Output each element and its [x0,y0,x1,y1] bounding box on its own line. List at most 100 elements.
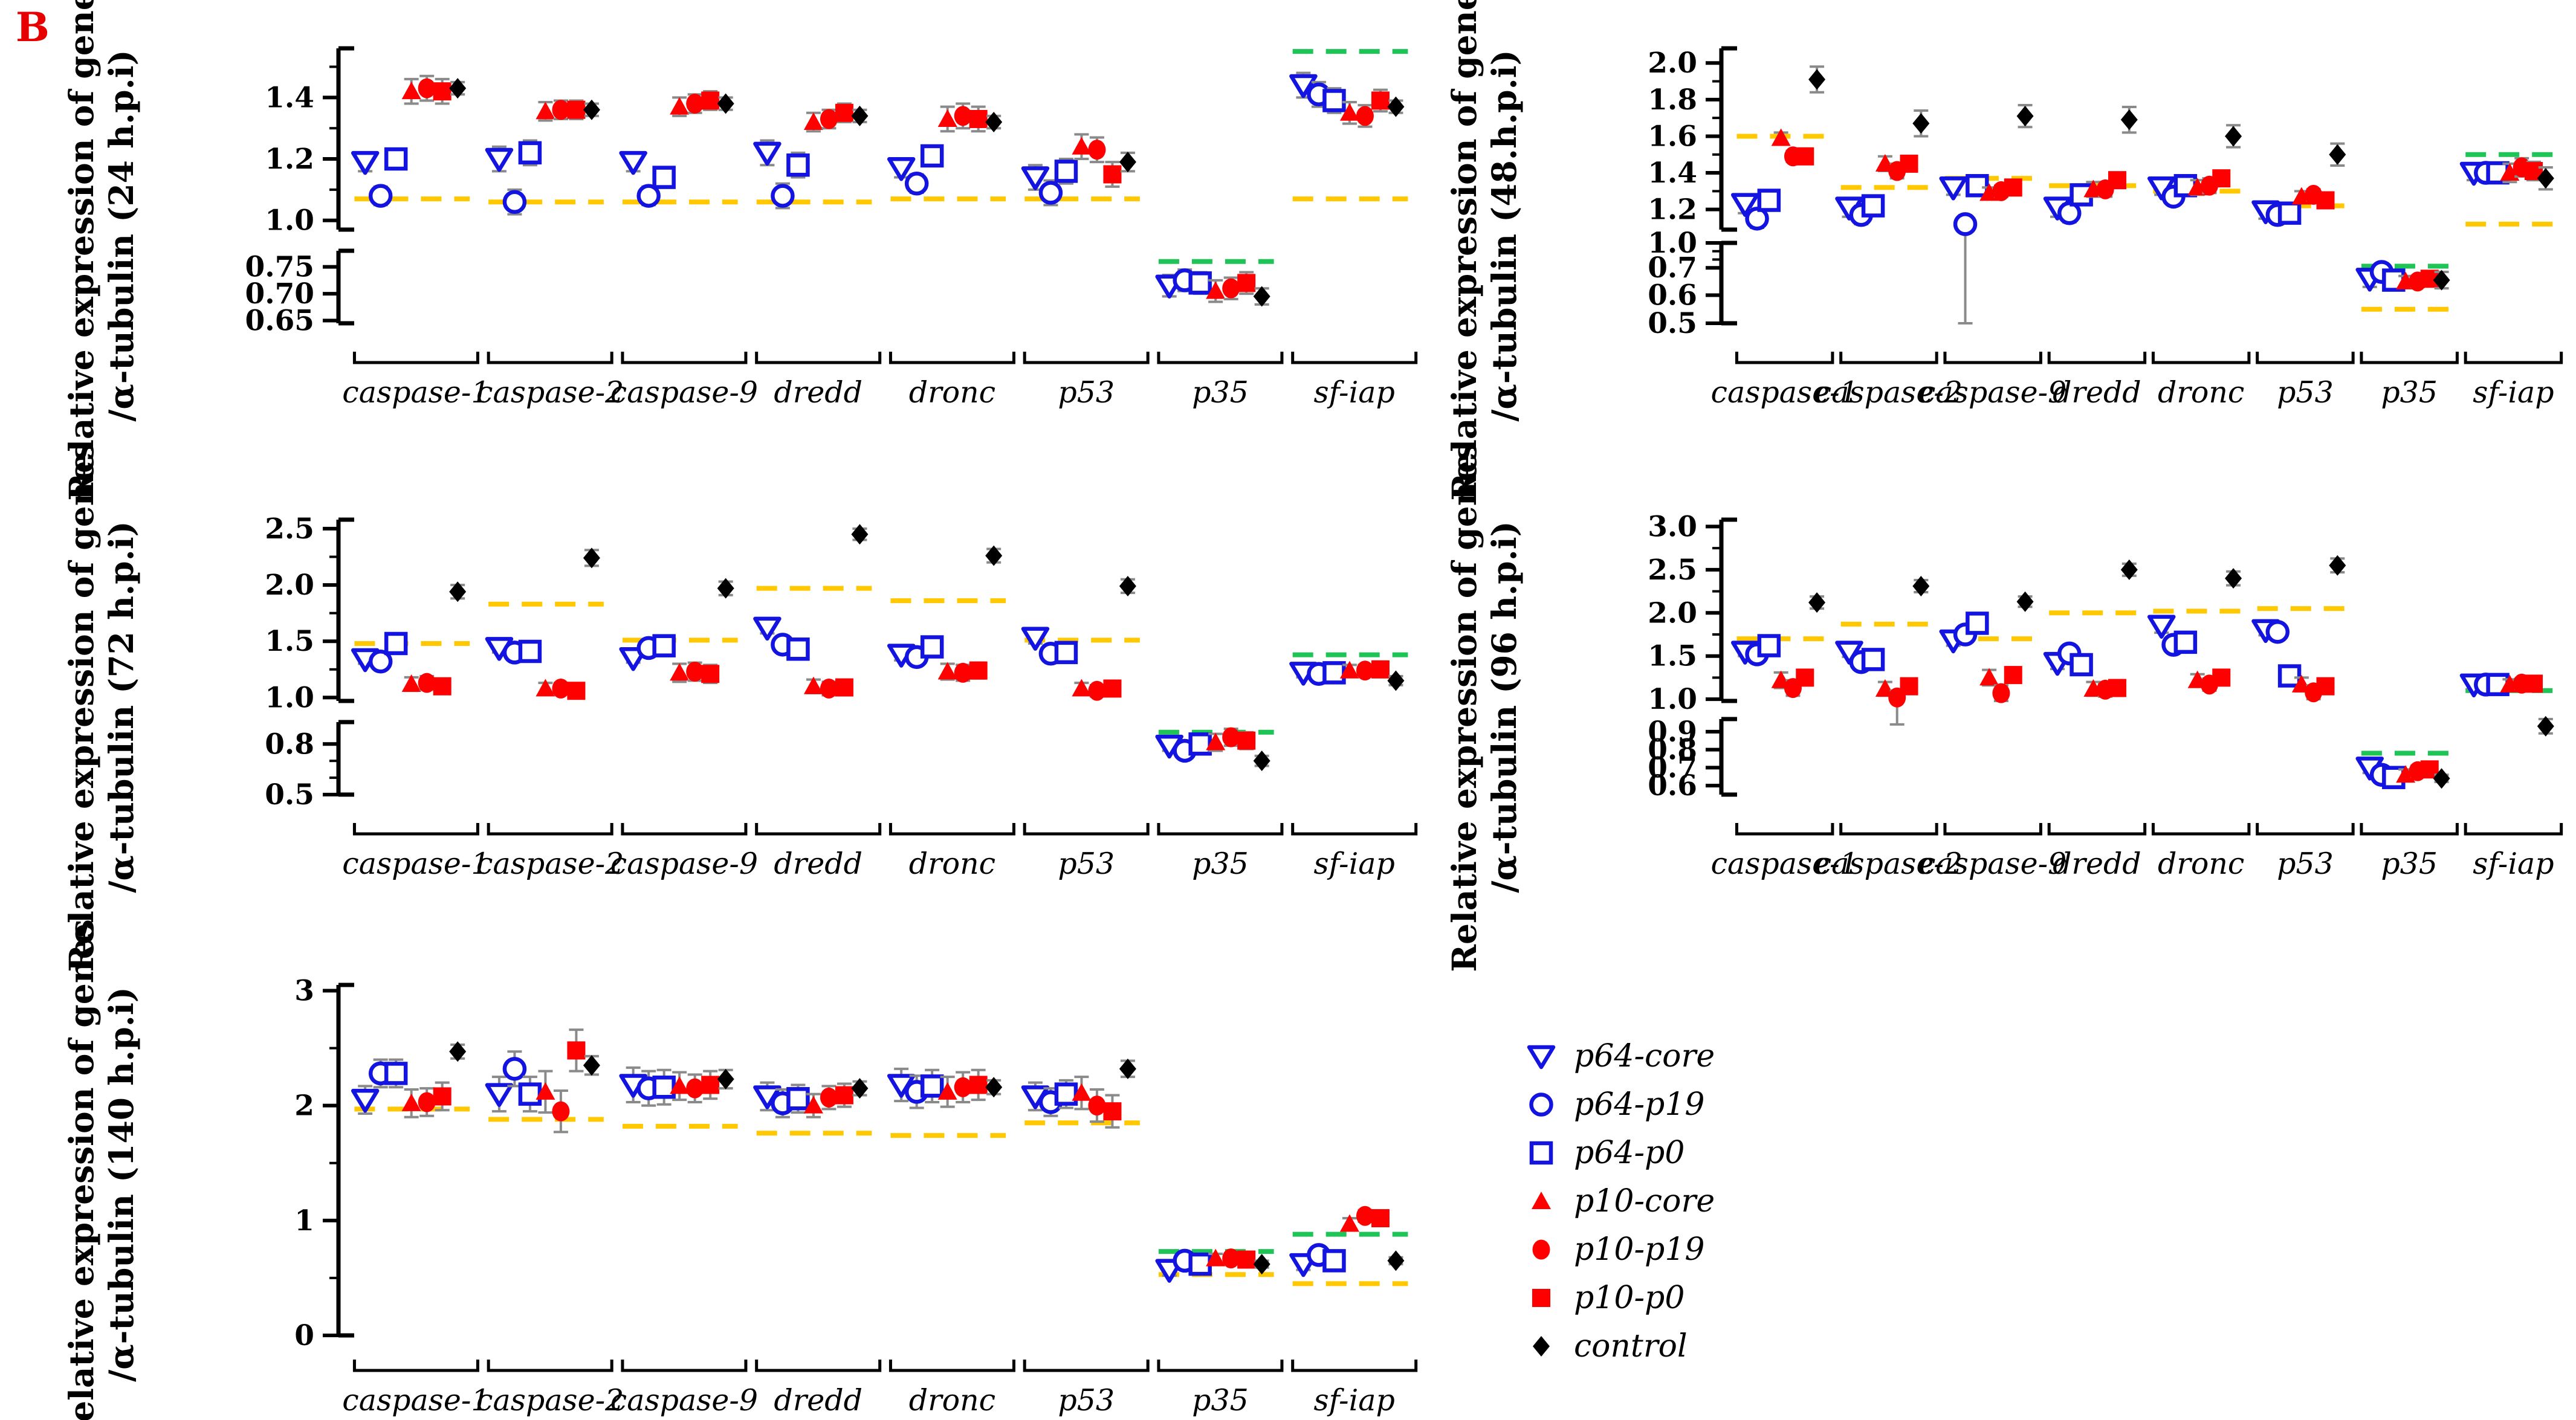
gene-label: dronc [909,375,995,410]
marker-filled-square [835,103,853,122]
tick-label: 1.2 [1648,193,1697,227]
marker-filled-circle [1222,278,1240,299]
y-axis: 2.01.81.6 1.41.21.00.70.60.5 [1648,46,1737,340]
tick-label: 1.0 [265,204,314,237]
marker-open-triangle-down [619,150,647,175]
group-bracket [2047,352,2147,364]
marker-filled-square [835,678,853,697]
marker-open-triangle-down [485,1083,514,1107]
group-bracket [1943,823,2042,836]
group-bracket [888,1360,1015,1372]
marker-open-square [786,637,810,661]
gene-group-p35: p35 [2355,750,2459,881]
marker-filled-circle [954,1077,972,1097]
marker-open-square [1861,194,1885,218]
y-axis-title-line2: /α-tubulin (48.h.p.i) [1484,50,1524,421]
gene-group-caspase-9: caspase-9 [1919,103,2066,410]
y-axis-title-line2: /α-tubulin (24 h.p.i) [102,50,141,421]
marker-filled-square [1371,660,1390,679]
marker-filled-diamond [1533,1336,1550,1357]
group-bracket [621,1360,748,1372]
gene-group-caspase-9: caspase-9 [610,90,758,410]
gene-label: sf-iap [1314,847,1395,881]
marker-filled-circle [1088,680,1106,701]
panel-72hpi: Relative expression of genes/α-tubulin (… [62,442,1418,972]
marker-filled-diamond [449,1041,467,1062]
marker-open-square [1966,612,1989,635]
y-axis-title-line2: /α-tubulin (96 h.p.i) [1484,521,1524,892]
tick-label: 2.0 [1648,596,1697,630]
marker-filled-square [969,1076,988,1094]
legend-item-p64-p0: p64-p0 [1523,1129,1715,1177]
group-bracket [1943,352,2042,364]
marker-filled-square [1237,1250,1256,1269]
tick-label: 1.4 [265,81,314,114]
y-axis-title-line1: Relative expression of genes [62,0,101,501]
marker-filled-diamond [1119,575,1136,596]
marker-filled-circle [820,1087,838,1108]
marker-filled-square [1532,1289,1550,1307]
tick-label: 0.5 [1648,307,1697,340]
marker-filled-square [1371,1209,1390,1228]
marker-open-triangle-down [1021,627,1050,651]
group-bracket [2360,352,2459,364]
marker-filled-diamond [449,581,467,602]
y-axis: 1.4 1.2 1.0 0.750.700.65 [245,46,354,338]
marker-filled-circle [1088,140,1106,160]
marker-open-square [1757,189,1781,212]
marker-open-square [920,635,944,659]
group-bracket [1157,352,1284,364]
group-bracket [487,823,613,836]
gene-label: caspase-9 [1919,847,2066,881]
marker-open-square [1054,1082,1078,1106]
marker-open-square [652,166,676,189]
gene-group-p53: p53 [1021,1058,1150,1418]
group-bracket [352,823,479,836]
marker-filled-triangle-up [536,102,555,120]
marker-open-square [2382,268,2406,292]
marker-filled-triangle-up [1339,1214,1359,1232]
marker-filled-triangle-up [401,1093,421,1111]
gene-group-dronc: dronc [887,102,1015,410]
tick-label: 2.5 [265,512,314,546]
y-axis-title-line2: /α-tubulin (140 h.p.i) [102,987,141,1382]
marker-open-square [1529,1141,1553,1165]
marker-filled-diamond [2537,168,2554,189]
gene-group-p53: p53 [1021,133,1150,410]
gene-group-caspase-9: caspase-9 [1919,591,2066,881]
group-bracket [1839,352,1938,364]
marker-open-square [920,1074,944,1098]
marker-filled-diamond [1912,576,1930,596]
gene-group-sf-iap: sf-iap [1289,652,1418,881]
group-bracket [755,352,882,364]
gene-group-p53: p53 [1021,575,1150,881]
gene-label: caspase-9 [610,1383,758,1418]
marker-open-square [1188,732,1212,756]
tick-label: 0.5 [265,778,314,812]
group-bracket [888,823,1015,836]
y-axis: 2.5 2.0 1.5 1.0 0.8 0.5 [265,512,354,812]
marker-filled-square [567,1041,586,1060]
gene-label: caspase-1 [1711,847,1859,881]
gene-label: caspase-1 [342,375,490,410]
group-bracket [755,1360,882,1372]
gene-label: caspase-2 [476,847,624,881]
tick-label: 1.5 [1648,640,1697,673]
marker-filled-circle [1992,683,2010,703]
legend-marker-filled-square-icon [1532,1289,1550,1307]
gene-label: p35 [1192,1383,1249,1418]
marker-open-square [384,631,408,656]
gene-group-p35: p35 [1155,1248,1284,1418]
group-bracket [1157,1360,1284,1372]
marker-open-circle [636,184,661,208]
marker-open-circle [1745,207,1769,231]
marker-open-square [1966,174,1989,198]
marker-filled-diamond [2433,269,2450,291]
marker-filled-circle [1222,727,1240,747]
marker-open-square [518,1082,542,1106]
marker-filled-diamond [2016,591,2034,612]
marker-filled-diamond [717,93,734,114]
tick-label: 2 [294,1089,314,1123]
group-bracket [2464,823,2563,836]
